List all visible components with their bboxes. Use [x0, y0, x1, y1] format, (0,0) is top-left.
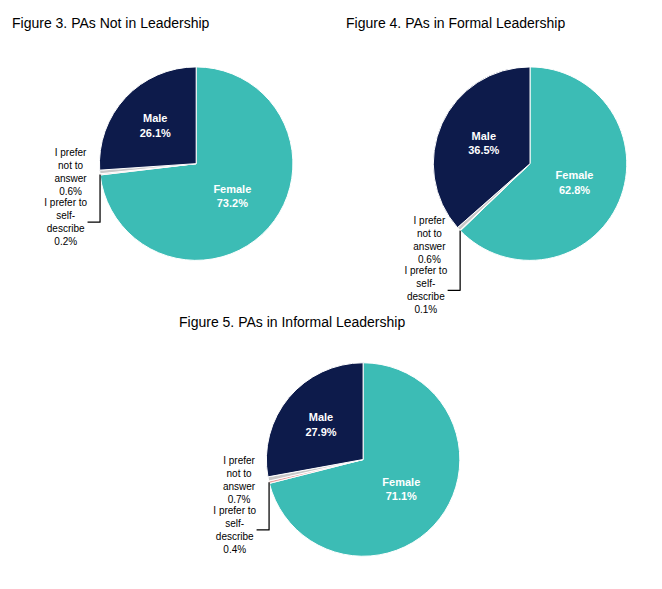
svg-text:Female71.1%: Female71.1%: [382, 476, 420, 502]
svg-text:I prefer toself-describe0.1%: I prefer toself-describe0.1%: [404, 265, 447, 315]
svg-text:I prefernot toanswer0.7%: I prefernot toanswer0.7%: [223, 455, 256, 505]
svg-text:I prefernot toanswer0.6%: I prefernot toanswer0.6%: [54, 147, 87, 197]
svg-text:Male36.5%: Male36.5%: [468, 130, 499, 156]
svg-text:I prefer toself-describe0.4%: I prefer toself-describe0.4%: [213, 505, 256, 555]
svg-text:Female62.8%: Female62.8%: [556, 169, 594, 195]
svg-text:Male27.9%: Male27.9%: [305, 411, 336, 437]
svg-text:Figure 5. PAs in Informal Lead: Figure 5. PAs in Informal Leadership: [179, 314, 405, 330]
svg-text:Female73.2%: Female73.2%: [213, 183, 251, 209]
svg-text:I prefer toself-describe0.2%: I prefer toself-describe0.2%: [44, 197, 87, 247]
svg-text:Male26.1%: Male26.1%: [140, 112, 171, 138]
svg-text:Figure 3. PAs Not in Leadershi: Figure 3. PAs Not in Leadership: [12, 15, 210, 31]
svg-text:I prefernot toanswer0.6%: I prefernot toanswer0.6%: [413, 215, 446, 265]
svg-text:Figure 4. PAs in Formal Leader: Figure 4. PAs in Formal Leadership: [346, 15, 565, 31]
